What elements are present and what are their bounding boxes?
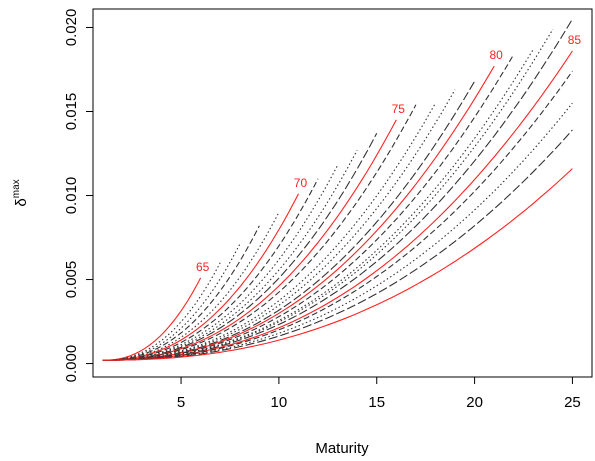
series-line bbox=[102, 50, 573, 361]
x-tick-label: 20 bbox=[466, 394, 483, 411]
series-line bbox=[102, 193, 299, 361]
series-line bbox=[102, 149, 358, 361]
series-label-layer: 65 70 75 80 85 bbox=[196, 33, 581, 274]
x-axis: 5 10 15 20 25 bbox=[177, 376, 581, 411]
x-tick-label: 5 bbox=[177, 394, 185, 411]
y-axis-label-symbol: δ bbox=[13, 198, 30, 206]
x-axis-label: Maturity bbox=[315, 440, 369, 457]
series-label: 65 bbox=[196, 260, 210, 274]
svg-text:δmax: δmax bbox=[11, 179, 30, 206]
series-label: 70 bbox=[294, 176, 308, 190]
series-layer bbox=[102, 18, 573, 361]
y-tick-label: 0.000 bbox=[63, 345, 80, 383]
y-tick-label: 0.020 bbox=[63, 9, 80, 47]
y-axis: 0.000 0.005 0.010 0.015 0.020 bbox=[63, 9, 94, 383]
series-line bbox=[102, 28, 554, 361]
y-axis-label: δmax bbox=[11, 179, 30, 206]
x-tick-label: 15 bbox=[368, 394, 385, 411]
x-tick-label: 10 bbox=[271, 394, 288, 411]
series-line bbox=[102, 49, 534, 361]
series-line bbox=[102, 81, 476, 361]
series-line bbox=[102, 168, 573, 361]
series-line bbox=[102, 178, 319, 361]
y-tick-label: 0.005 bbox=[63, 261, 80, 299]
series-label: 85 bbox=[568, 33, 582, 47]
series-line bbox=[102, 129, 573, 361]
y-tick-label: 0.015 bbox=[63, 93, 80, 131]
y-tick-label: 0.010 bbox=[63, 177, 80, 215]
series-line bbox=[102, 165, 339, 361]
series-line bbox=[102, 104, 417, 361]
x-tick-label: 25 bbox=[564, 394, 581, 411]
series-line bbox=[102, 225, 260, 361]
series-line bbox=[102, 18, 573, 361]
series-label: 75 bbox=[392, 102, 406, 116]
series-line bbox=[102, 70, 573, 361]
series-line bbox=[102, 133, 378, 361]
y-axis-label-superscript: max bbox=[11, 179, 22, 198]
series-line bbox=[102, 65, 495, 361]
series-label: 80 bbox=[489, 48, 503, 62]
